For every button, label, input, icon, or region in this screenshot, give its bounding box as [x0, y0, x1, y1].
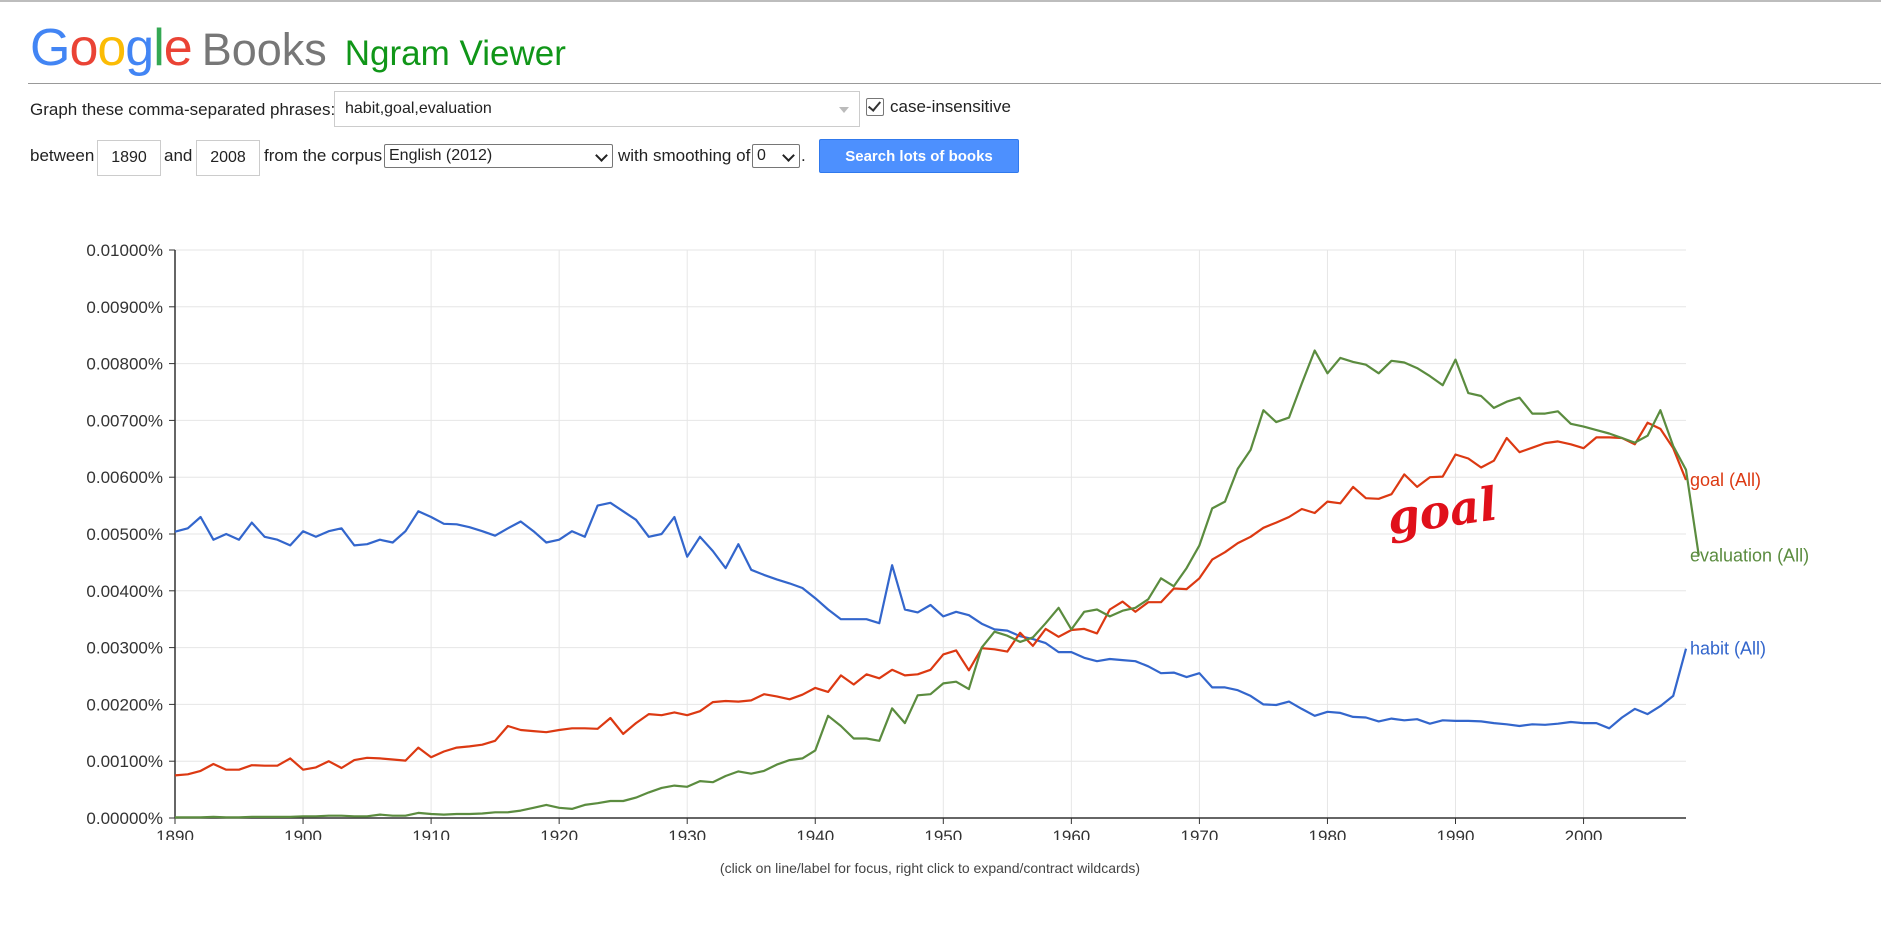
series-line[interactable] [175, 349, 1700, 819]
logo-letter: g [125, 19, 154, 77]
y-tick-label: 0.00200% [86, 695, 163, 714]
x-tick-label: 1960 [1052, 827, 1090, 840]
smoothing-label: with smoothing of [618, 146, 751, 165]
phrases-input[interactable]: habit,goal,evaluation [334, 91, 860, 127]
x-tick-label: 2000 [1565, 827, 1603, 840]
chevron-down-icon [782, 149, 795, 162]
smoothing-select[interactable]: 0 [752, 144, 800, 168]
x-tick-label: 1940 [796, 827, 834, 840]
end-year-input[interactable]: 2008 [196, 140, 260, 176]
phrases-input-value: habit,goal,evaluation [345, 100, 492, 117]
y-tick-label: 0.00800% [86, 355, 163, 374]
x-tick-label: 1920 [540, 827, 578, 840]
handwritten-goal-text: goal [1384, 476, 1501, 545]
case-insensitive-checkbox[interactable] [866, 98, 884, 116]
phrases-dropdown-caret-icon[interactable] [839, 107, 849, 113]
logo-letter: e [163, 19, 193, 77]
series-line[interactable] [174, 421, 1688, 777]
y-tick-label: 0.00900% [86, 298, 163, 317]
chevron-down-icon [595, 149, 608, 162]
corpus-label: from the corpus [264, 146, 383, 165]
y-tick-label: 0.01000% [86, 241, 163, 260]
series-label[interactable]: habit (All) [1690, 639, 1766, 659]
ngram-viewer-title: Ngram Viewer [344, 34, 566, 73]
chart-footer-note: (click on line/label for focus, right cl… [719, 860, 1141, 876]
case-insensitive-option[interactable]: case-insensitive [866, 97, 1011, 117]
y-tick-label: 0.00100% [86, 752, 163, 771]
x-tick-label: 1930 [668, 827, 706, 840]
ngram-chart[interactable]: 0.00000% 0.00100% 0.00200% 0.00300% 0.00400%… [0, 220, 1860, 840]
logo-letter: o [97, 19, 126, 77]
logo-letter: o [69, 19, 98, 77]
y-tick-label: 0.00700% [86, 411, 163, 430]
chart-axes: 0.00000% 0.00100% 0.00200% 0.00300% 0.00400%… [86, 241, 1686, 840]
handwritten-annotation: goal [1384, 476, 1501, 545]
series-label[interactable]: goal (All) [1690, 470, 1761, 490]
header-divider [28, 83, 1881, 84]
corpus-select[interactable]: English (2012) [384, 144, 613, 168]
x-tick-label: 1890 [156, 827, 194, 840]
smoothing-select-value: 0 [757, 147, 766, 164]
y-tick-label: 0.00600% [86, 468, 163, 487]
x-tick-label: 1900 [284, 827, 322, 840]
search-lots-of-books-button[interactable]: Search lots of books [819, 139, 1019, 173]
x-tick-label: 1990 [1437, 827, 1475, 840]
window-top-border [0, 0, 1881, 2]
chart-series-labels: habit (All) goal (All) evaluation (All) [1690, 470, 1809, 659]
chart-series [174, 349, 1700, 819]
google-books-logo[interactable]: Google Books Ngram Viewer [30, 20, 566, 76]
y-tick-label: 0.00300% [86, 639, 163, 658]
corpus-select-value: English (2012) [389, 147, 493, 164]
x-tick-label: 1910 [412, 827, 450, 840]
x-tick-label: 1950 [924, 827, 962, 840]
smoothing-period: . [801, 146, 806, 165]
x-tick-label: 1970 [1180, 827, 1218, 840]
logo-letter: l [153, 19, 165, 77]
books-wordmark: Books [201, 24, 327, 75]
y-tick-label: 0.00000% [86, 809, 163, 828]
between-label: between [30, 146, 95, 165]
case-insensitive-label: case-insensitive [890, 97, 1011, 116]
x-tick-label: 1980 [1309, 827, 1347, 840]
phrases-label: Graph these comma-separated phrases: [30, 100, 336, 119]
series-line[interactable] [174, 501, 1688, 730]
and-label: and [164, 146, 193, 165]
phrases-row: Graph these comma-separated phrases: [30, 92, 335, 128]
y-tick-label: 0.00500% [86, 525, 163, 544]
logo-letter: G [30, 19, 70, 77]
google-wordmark: Google [30, 19, 193, 77]
y-tick-label: 0.00400% [86, 582, 163, 601]
series-label[interactable]: evaluation (All) [1690, 546, 1809, 566]
start-year-input[interactable]: 1890 [97, 140, 161, 176]
